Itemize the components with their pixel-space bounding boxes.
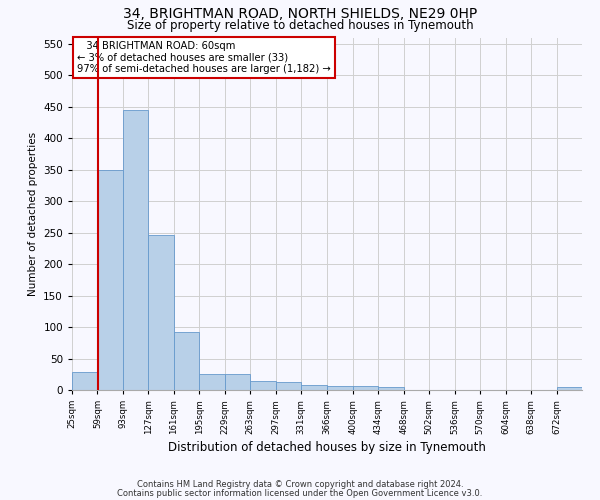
- Bar: [328, 386, 353, 390]
- Bar: [301, 385, 326, 390]
- X-axis label: Distribution of detached houses by size in Tynemouth: Distribution of detached houses by size …: [168, 441, 486, 454]
- Y-axis label: Number of detached properties: Number of detached properties: [28, 132, 38, 296]
- Text: Contains HM Land Registry data © Crown copyright and database right 2024.: Contains HM Land Registry data © Crown c…: [137, 480, 463, 489]
- Bar: [250, 381, 276, 390]
- Text: 34, BRIGHTMAN ROAD, NORTH SHIELDS, NE29 0HP: 34, BRIGHTMAN ROAD, NORTH SHIELDS, NE29 …: [123, 8, 477, 22]
- Text: Contains public sector information licensed under the Open Government Licence v3: Contains public sector information licen…: [118, 489, 482, 498]
- Bar: [353, 386, 378, 390]
- Text: Size of property relative to detached houses in Tynemouth: Size of property relative to detached ho…: [127, 19, 473, 32]
- Bar: [557, 387, 582, 390]
- Bar: [174, 332, 199, 390]
- Text: 34 BRIGHTMAN ROAD: 60sqm
← 3% of detached houses are smaller (33)
97% of semi-de: 34 BRIGHTMAN ROAD: 60sqm ← 3% of detache…: [77, 41, 331, 74]
- Bar: [199, 374, 225, 390]
- Bar: [72, 372, 97, 390]
- Bar: [123, 110, 148, 390]
- Bar: [97, 170, 123, 390]
- Bar: [378, 387, 404, 390]
- Bar: [276, 382, 301, 390]
- Bar: [225, 374, 250, 390]
- Bar: [148, 234, 174, 390]
